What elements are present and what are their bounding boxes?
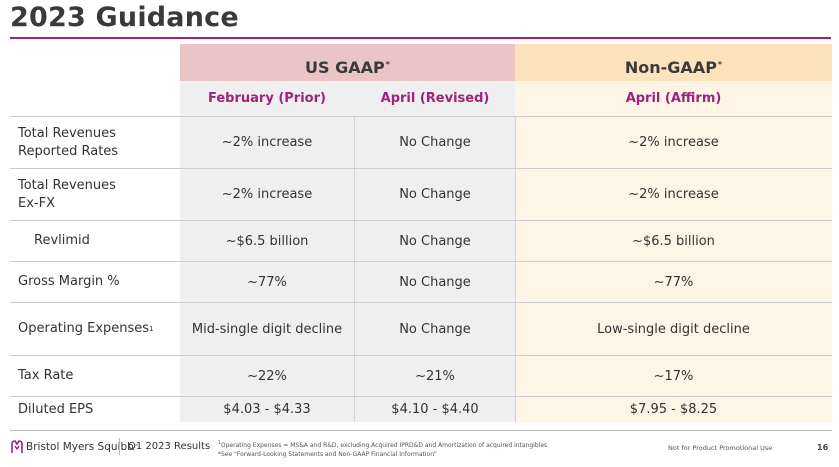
footer-results-label: Q1 2023 Results bbox=[128, 441, 211, 452]
column-divider bbox=[354, 116, 355, 422]
table-cell: ~2% increase bbox=[628, 187, 719, 202]
table-cell: ~2% increase bbox=[628, 135, 719, 150]
row-divider bbox=[10, 355, 832, 356]
subheader-february-prior: February (Prior) bbox=[208, 91, 326, 106]
subheader-april-affirm: April (Affirm) bbox=[625, 91, 722, 106]
subheader-april-revised: April (Revised) bbox=[380, 91, 490, 106]
table-cell: $4.10 - $4.40 bbox=[391, 402, 479, 417]
column-divider bbox=[515, 116, 516, 422]
row-label-revlimid: Revlimid bbox=[34, 233, 90, 248]
us-gaap-column-background bbox=[180, 81, 515, 422]
table-cell: No Change bbox=[399, 274, 471, 290]
table-cell: ~21% bbox=[415, 368, 455, 384]
title-divider bbox=[10, 37, 831, 39]
table-cell: ~17% bbox=[653, 368, 694, 384]
table-cell: $7.95 - $8.25 bbox=[629, 402, 718, 417]
table-cell: No Change bbox=[399, 321, 471, 337]
bms-logo-icon bbox=[11, 440, 23, 453]
company-logo: Bristol Myers Squibb ™ bbox=[11, 440, 139, 454]
footer-divider bbox=[10, 430, 832, 431]
row-label-total-revenues-reported: Total Revenues Reported Rates bbox=[18, 125, 119, 159]
row-label-operating-expenses: Operating Expenses 1 bbox=[18, 321, 154, 336]
table-cell: No Change bbox=[399, 233, 471, 249]
row-divider bbox=[10, 396, 832, 397]
non-gaap-header: Non-GAAP* bbox=[624, 58, 723, 77]
table-cell: No Change bbox=[399, 135, 471, 150]
footer-separator bbox=[119, 438, 120, 455]
row-label-total-revenues-exfx: Total Revenues Ex-FX bbox=[18, 177, 116, 211]
page-number: 16 bbox=[817, 443, 829, 452]
table-cell: $4.03 - $4.33 bbox=[223, 402, 311, 417]
non-gaap-header-band bbox=[515, 44, 832, 81]
row-label-gross-margin: Gross Margin % bbox=[18, 274, 120, 289]
table-cell: ~2% increase bbox=[221, 187, 313, 202]
table-cell: ~2% increase bbox=[221, 135, 313, 150]
table-cell: ~77% bbox=[653, 274, 694, 290]
non-gaap-column-background bbox=[515, 81, 832, 422]
footnotes: 1Operating Expenses = MS&A and R&D, excl… bbox=[218, 441, 548, 458]
table-cell: ~22% bbox=[247, 368, 287, 384]
row-divider bbox=[10, 116, 832, 117]
row-divider bbox=[10, 220, 832, 221]
table-cell: Mid-single digit decline bbox=[191, 321, 343, 337]
promotional-disclaimer: Not for Product Promotional Use bbox=[668, 444, 773, 452]
us-gaap-header-band bbox=[180, 44, 515, 81]
us-gaap-header: US GAAP* bbox=[305, 58, 390, 77]
row-divider bbox=[10, 261, 832, 262]
table-cell: ~$6.5 billion bbox=[632, 233, 715, 249]
row-divider bbox=[10, 168, 832, 169]
table-cell: Low-single digit decline bbox=[597, 321, 750, 337]
table-cell: ~$6.5 billion bbox=[225, 233, 309, 249]
row-label-diluted-eps: Diluted EPS bbox=[18, 401, 94, 417]
table-cell: No Change bbox=[399, 187, 471, 202]
row-label-tax-rate: Tax Rate bbox=[18, 368, 74, 383]
table-cell: ~77% bbox=[247, 274, 287, 290]
page-title: 2023 Guidance bbox=[10, 2, 239, 33]
row-divider bbox=[10, 302, 832, 303]
